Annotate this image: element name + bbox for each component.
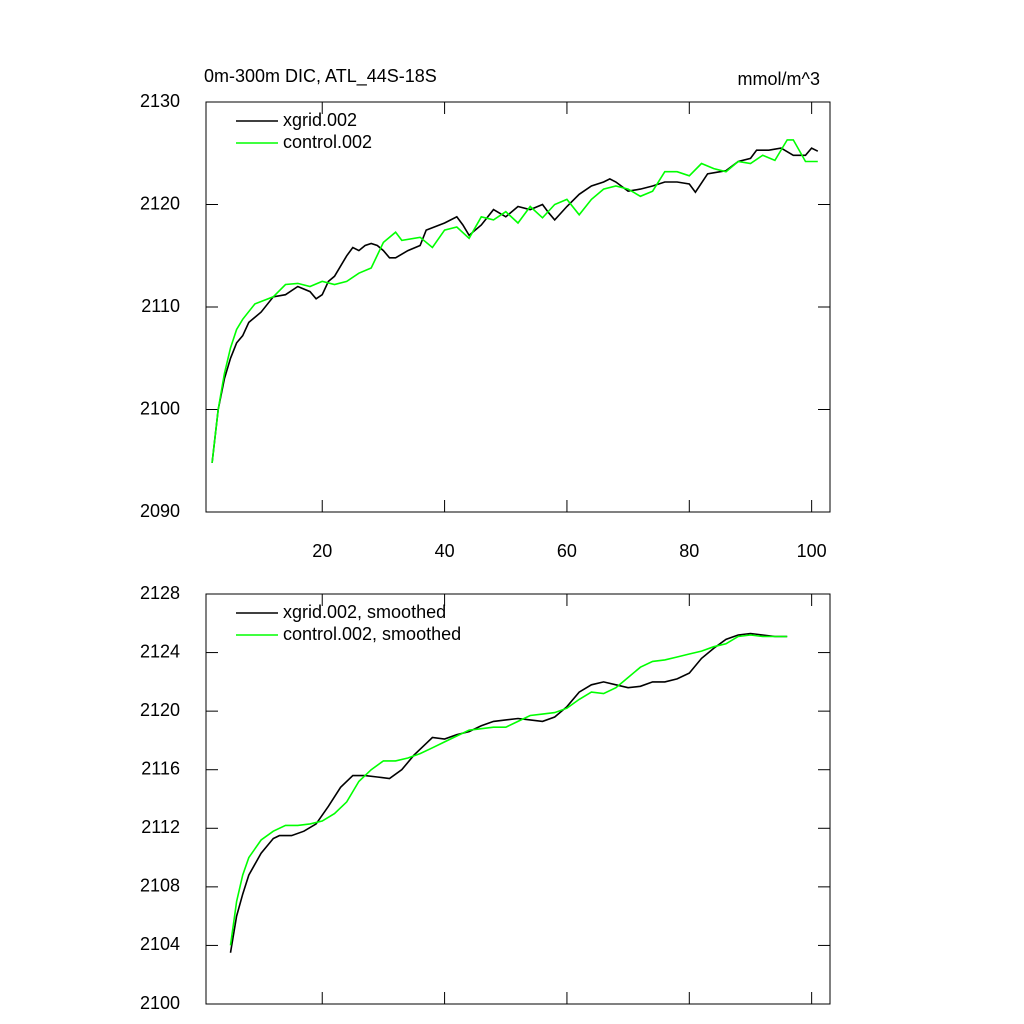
y-tick-label: 2124 xyxy=(140,641,180,661)
x-tick-label: 80 xyxy=(679,541,699,561)
legend-label: control.002, smoothed xyxy=(283,624,461,644)
y-tick-label: 2112 xyxy=(141,817,180,837)
units-label: mmol/m^3 xyxy=(738,69,820,89)
y-tick-label: 2120 xyxy=(140,193,180,213)
legend-label: control.002 xyxy=(283,132,372,152)
data-line xyxy=(211,147,819,463)
y-tick-label: 2130 xyxy=(140,91,180,111)
x-tick-label: 60 xyxy=(557,541,577,561)
y-tick-label: 2120 xyxy=(140,700,180,720)
legend-label: xgrid.002 xyxy=(283,110,357,130)
x-tick-label: 100 xyxy=(797,541,827,561)
data-line xyxy=(211,139,818,463)
y-tick-label: 2100 xyxy=(140,398,180,418)
x-tick-label: 40 xyxy=(435,541,455,561)
data-line xyxy=(229,632,788,953)
y-tick-label: 2090 xyxy=(140,501,180,521)
plot-frame xyxy=(205,593,831,1005)
y-tick-label: 2116 xyxy=(141,758,180,778)
y-tick-label: 2104 xyxy=(140,934,180,954)
y-tick-label: 2108 xyxy=(140,876,180,896)
data-line xyxy=(229,634,788,946)
y-tick-label: 2110 xyxy=(141,296,180,316)
y-tick-label: 2128 xyxy=(140,583,180,603)
x-tick-label: 20 xyxy=(312,541,332,561)
chart-title: 0m-300m DIC, ATL_44S-18S xyxy=(204,66,437,87)
y-tick-label: 2100 xyxy=(140,993,180,1013)
legend-label: xgrid.002, smoothed xyxy=(283,602,446,622)
